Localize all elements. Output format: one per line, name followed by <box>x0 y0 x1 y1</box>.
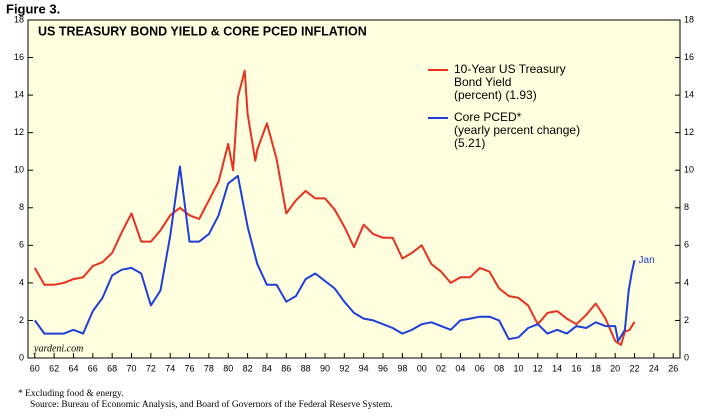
x-tick-label: 24 <box>649 363 659 373</box>
footnote: * Excluding food & energy. <box>18 388 124 399</box>
x-tick-label: 06 <box>475 363 485 373</box>
x-tick-label: 88 <box>301 363 311 373</box>
x-tick-label: 12 <box>533 363 543 373</box>
x-tick-label: 76 <box>185 363 195 373</box>
legend-text: Core PCED* (yearly percent change) (5.21) <box>454 111 614 150</box>
x-tick-label: 18 <box>591 363 601 373</box>
x-tick-label: 86 <box>281 363 291 373</box>
legend-text: 10-Year US Treasury Bond Yield (percent) … <box>454 63 594 102</box>
y-tick-label: 2 <box>19 315 24 325</box>
y2-tick-label: 12 <box>684 127 694 137</box>
annotation: yardeni.com <box>33 343 83 354</box>
y-tick-label: 10 <box>14 165 24 175</box>
y-tick-label: 6 <box>19 240 24 250</box>
y2-tick-label: 8 <box>684 202 689 212</box>
x-tick-label: 90 <box>320 363 330 373</box>
y2-tick-label: 16 <box>684 52 694 62</box>
y-tick-label: 16 <box>14 52 24 62</box>
y2-tick-label: 10 <box>684 165 694 175</box>
y-tick-label: 12 <box>14 127 24 137</box>
legend-label: 10-Year US Treasury Bond Yield <box>454 63 566 89</box>
x-tick-label: 62 <box>49 363 59 373</box>
y2-tick-label: 14 <box>684 89 694 99</box>
annotation: Jan <box>639 255 655 266</box>
x-tick-label: 64 <box>68 363 78 373</box>
y2-tick-label: 18 <box>684 14 694 24</box>
x-tick-label: 10 <box>513 363 523 373</box>
x-tick-label: 26 <box>668 363 678 373</box>
y2-tick-label: 2 <box>684 315 689 325</box>
x-tick-label: 04 <box>455 363 465 373</box>
x-tick-label: 08 <box>494 363 504 373</box>
plot-area <box>27 19 681 359</box>
legend-note: (percent) (1.93) <box>454 88 537 102</box>
legend-note: (yearly percent change) (5.21) <box>454 123 581 150</box>
x-tick-label: 80 <box>223 363 233 373</box>
x-tick-label: 74 <box>165 363 175 373</box>
x-tick-label: 96 <box>378 363 388 373</box>
footnote: Source: Bureau of Economic Analysis, and… <box>30 399 393 410</box>
x-tick-label: 60 <box>30 363 40 373</box>
x-tick-label: 92 <box>339 363 349 373</box>
y2-tick-label: 4 <box>684 277 689 287</box>
series-line <box>33 69 636 346</box>
legend-label: Core PCED* <box>454 111 522 124</box>
x-tick-label: 72 <box>146 363 156 373</box>
x-tick-label: 94 <box>359 363 369 373</box>
x-tick-label: 02 <box>436 363 446 373</box>
y-tick-label: 18 <box>14 14 24 24</box>
y2-tick-label: 6 <box>684 240 689 250</box>
y-tick-label: 14 <box>14 89 24 99</box>
y-tick-label: 0 <box>19 352 24 362</box>
x-tick-label: 82 <box>243 363 253 373</box>
x-tick-label: 98 <box>397 363 407 373</box>
x-tick-label: 20 <box>610 363 620 373</box>
x-tick-label: 66 <box>88 363 98 373</box>
x-tick-label: 84 <box>262 363 272 373</box>
y-tick-label: 4 <box>19 277 24 287</box>
y2-tick-label: 0 <box>684 352 689 362</box>
x-tick-label: 68 <box>107 363 117 373</box>
x-tick-label: 78 <box>204 363 214 373</box>
x-tick-label: 70 <box>126 363 136 373</box>
legend-entry: 10-Year US Treasury Bond Yield(percent) … <box>454 63 594 102</box>
y-tick-label: 8 <box>19 202 24 212</box>
series-line <box>33 165 636 343</box>
figure-label: Figure 3. <box>6 1 60 16</box>
chart-title: US TREASURY BOND YIELD & CORE PCED INFLA… <box>38 24 367 38</box>
x-tick-label: 14 <box>552 363 562 373</box>
x-tick-label: 16 <box>571 363 581 373</box>
x-tick-label: 22 <box>630 363 640 373</box>
legend-entry: Core PCED*(yearly percent change) (5.21) <box>454 111 614 150</box>
x-tick-label: 00 <box>417 363 427 373</box>
